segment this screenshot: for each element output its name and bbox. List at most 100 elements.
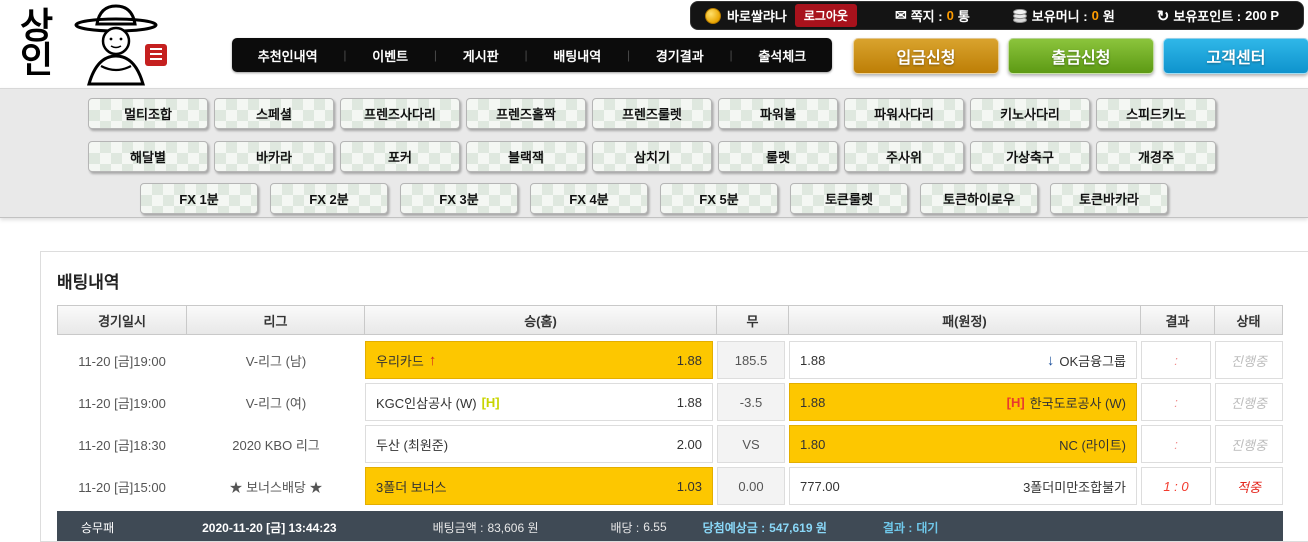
handicap-marker: [H] <box>481 394 500 410</box>
away-team-name: OK금융그룹 <box>1059 353 1126 369</box>
points-indicator: ↻ 보유포인트 : 200 P <box>1157 6 1279 25</box>
column-header: 경기일시 <box>57 305 187 335</box>
home-team-group: 두산 (최원준) <box>376 435 448 454</box>
game-button[interactable]: 파워사다리 <box>844 98 964 129</box>
nav-item-3[interactable]: 게시판 <box>462 48 499 64</box>
away-odds: 1.88 <box>800 352 826 368</box>
game-button[interactable]: 프렌즈홀짝 <box>466 98 586 129</box>
status-cell: 진행중 <box>1215 383 1283 421</box>
draw-odds: 0.00 <box>717 467 785 505</box>
messages-unit: 통 <box>957 9 970 24</box>
match-league: V-리그 (남) <box>245 353 307 369</box>
balance-unit: 원 <box>1102 9 1115 24</box>
logo-char-2: 인 <box>20 40 54 80</box>
nav-separator: | <box>729 48 733 62</box>
game-button[interactable]: FX 2분 <box>270 183 388 214</box>
game-row-1: 멀티조합 스페셜 프렌즈사다리 프렌즈홀짝 프렌즈룰렛 파워볼 파워사다리 키노사다리 스피드키… <box>88 98 1216 129</box>
game-button[interactable]: 프렌즈사다리 <box>340 98 460 129</box>
home-team-name: 두산 (최원준) <box>376 437 449 453</box>
home-odds: 1.88 <box>676 352 702 368</box>
draw-cell: 185.5 <box>717 341 789 379</box>
site-logo[interactable]: 상 인 <box>20 2 220 86</box>
home-team-name: 3폴더 보너스 <box>376 479 447 495</box>
home-team-group: 우리카드 ↑ <box>376 351 436 370</box>
game-button[interactable]: 개경주 <box>1096 141 1216 172</box>
nav-item-1[interactable]: 추천인내역 <box>257 48 318 64</box>
game-button[interactable]: FX 4분 <box>530 183 648 214</box>
result-cell: : <box>1141 341 1215 379</box>
match-league: V-리그 (여) <box>245 395 307 411</box>
status-cell: 적중 <box>1215 467 1283 505</box>
betting-table: 경기일시 리그 승(홈) 무 패(원정) 결과 상태 11-20 [금]19:00 V-리그 … <box>57 305 1283 541</box>
table-header: 경기일시 리그 승(홈) 무 패(원정) 결과 상태 <box>57 305 1283 335</box>
column-header: 승(홈) <box>365 305 717 335</box>
game-button[interactable]: 삼치기 <box>592 141 712 172</box>
game-button[interactable]: 파워볼 <box>718 98 838 129</box>
game-button[interactable]: 룰렛 <box>718 141 838 172</box>
game-button[interactable]: 토큰하이로우 <box>920 183 1038 214</box>
nav-separator: | <box>433 48 438 62</box>
game-button[interactable]: 주사위 <box>844 141 964 172</box>
betting-history-panel: 배팅내역 경기일시 리그 승(홈) 무 패(원정) 결과 상태 11-20 [금]19:00… <box>40 251 1308 542</box>
home-odds: 1.88 <box>676 394 702 410</box>
table-body: 11-20 [금]19:00 V-리그 (남) 우리카드 ↑ 1.88 185.5 1.88… <box>57 341 1283 505</box>
logout-button[interactable]: 로그아웃 <box>794 4 857 27</box>
status-badge: 적중 <box>1215 467 1283 505</box>
support-button[interactable]: 고객센터 <box>1163 38 1308 74</box>
result-cell: : <box>1141 383 1215 421</box>
game-button[interactable]: 바카라 <box>214 141 334 172</box>
balance-label: 보유머니 : <box>1031 9 1088 24</box>
game-button[interactable]: FX 1분 <box>140 183 258 214</box>
game-button[interactable]: 토큰룰렛 <box>790 183 908 214</box>
game-button[interactable]: 블랙잭 <box>466 141 586 172</box>
balance-value: 0 <box>1091 8 1099 23</box>
match-datetime: 11-20 [금]19:00 <box>78 353 166 369</box>
handicap-marker: [H] <box>1006 394 1025 410</box>
logo-char-1: 상 <box>20 6 54 47</box>
messages-indicator[interactable]: ✉ 쪽지 : 0 통 <box>895 6 970 25</box>
away-cell: 1.88 ↓ OK금융그룹 <box>789 341 1141 379</box>
game-button[interactable]: FX 5분 <box>660 183 778 214</box>
status-badge: 진행중 <box>1215 425 1283 463</box>
home-selection: 3폴더 보너스 1.03 <box>365 467 713 505</box>
game-button[interactable]: 스피드키노 <box>1096 98 1216 129</box>
table-row: 11-20 [금]19:00 V-리그 (여) KGC인삼공사 (W) [H] 1.88… <box>57 383 1283 421</box>
nav-item-4[interactable]: 배팅내역 <box>553 48 602 64</box>
balance-indicator: 보유머니 : 0 원 <box>1012 6 1115 25</box>
expected-win: 당첨예상금 : 547,619 원 <box>703 519 827 536</box>
nav-item-6[interactable]: 출석체크 <box>758 48 807 64</box>
points-value: 200 P <box>1245 8 1280 23</box>
game-button[interactable]: 해달별 <box>88 141 208 172</box>
action-buttons: 입금신청 출금신청 고객센터 <box>853 38 1308 74</box>
away-selection: 777.00 3폴더미만조합불가 <box>789 467 1137 505</box>
home-cell: 우리카드 ↑ 1.88 <box>365 341 717 379</box>
deposit-button[interactable]: 입금신청 <box>853 38 999 74</box>
withdraw-button[interactable]: 출금신청 <box>1008 38 1154 74</box>
table-row: 11-20 [금]15:00 ★ 보너스배당 ★ 3폴더 보너스 1.03 0.00 77… <box>57 467 1283 505</box>
game-button[interactable]: 스페셜 <box>214 98 334 129</box>
arrow-down-icon: ↓ <box>1046 351 1055 369</box>
nav-item-2[interactable]: 이벤트 <box>372 48 409 64</box>
away-team-group: [H] 한국도로공사 (W) <box>1007 393 1126 412</box>
home-selection: 우리카드 ↑ 1.88 <box>365 341 713 379</box>
game-button[interactable]: FX 3분 <box>400 183 518 214</box>
logo-text: 상 인 <box>20 6 54 80</box>
game-button[interactable]: 토큰바카라 <box>1050 183 1168 214</box>
game-button[interactable]: 프렌즈룰렛 <box>592 98 712 129</box>
match-datetime: 11-20 [금]18:30 <box>78 437 166 453</box>
home-cell: KGC인삼공사 (W) [H] 1.88 <box>365 383 717 421</box>
result-score: 1 : 0 <box>1141 467 1211 505</box>
bet-odds: 배당 : 6.55 <box>611 519 667 536</box>
refresh-icon[interactable]: ↻ <box>1156 7 1170 25</box>
game-button[interactable]: 키노사다리 <box>970 98 1090 129</box>
away-selection: 1.88 [H] 한국도로공사 (W) <box>789 383 1137 421</box>
game-button[interactable]: 멀티조합 <box>88 98 208 129</box>
home-team-name: 우리카드 <box>376 353 424 369</box>
coins-icon <box>1012 8 1027 23</box>
game-button[interactable]: 가상축구 <box>970 141 1090 172</box>
result-score: : <box>1141 425 1211 463</box>
home-selection: KGC인삼공사 (W) [H] 1.88 <box>365 383 713 421</box>
game-button[interactable]: 포커 <box>340 141 460 172</box>
match-datetime: 11-20 [금]15:00 <box>78 479 166 495</box>
nav-item-5[interactable]: 경기결과 <box>655 48 704 64</box>
